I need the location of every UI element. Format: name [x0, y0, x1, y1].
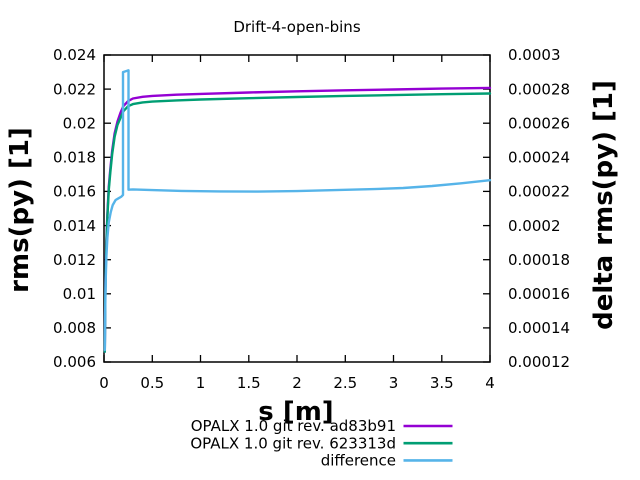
- y-tick-label: 0.008: [53, 319, 96, 337]
- y-tick-label: 0.01: [63, 285, 96, 303]
- y-tick-label: 0.014: [53, 217, 96, 235]
- x-tick-label: 3.5: [430, 374, 454, 392]
- legend-label-2: difference: [321, 452, 396, 470]
- y-tick-label: 0.02: [63, 114, 96, 132]
- y-tick-label: 0.016: [53, 183, 96, 201]
- legend-label-1: OPALX 1.0 git rev. 623313d: [190, 434, 396, 452]
- x-tick-label: 2: [292, 374, 302, 392]
- chart-title: Drift-4-open-bins: [233, 18, 360, 36]
- plot-generated-layer: 0 0.5 1 1.5 2 2.5 3 3.5 4 0.006 0.008 0.01 0.012 0.01…: [53, 46, 570, 469]
- x-tick-label: 0: [99, 374, 109, 392]
- y2-tick-label: 0.00026: [508, 114, 570, 132]
- y-tick-label: 0.006: [53, 353, 96, 371]
- y2-tick-label: 0.00016: [508, 285, 570, 303]
- y2-tick-label: 0.00014: [508, 319, 570, 337]
- y2-tick-label: 0.0003: [508, 46, 561, 64]
- x-tick-label: 1: [196, 374, 206, 392]
- series-line-0: [103, 86, 492, 353]
- x-axis-label: s [m]: [258, 397, 333, 427]
- x-tick-label: 4: [485, 374, 495, 392]
- legend-label-0: OPALX 1.0 git rev. ad83b91: [191, 417, 396, 435]
- y2-tick-label: 0.00018: [508, 251, 570, 269]
- series-line-1: [103, 92, 492, 353]
- y2-tick-label: 0.00028: [508, 80, 570, 98]
- y2-tick-label: 0.00022: [508, 183, 570, 201]
- y2-tick-label: 0.00012: [508, 353, 570, 371]
- y2-tick-label: 0.0002: [508, 217, 561, 235]
- y-axis-label: rms(py) [1]: [5, 127, 35, 293]
- x-tick-label: 3: [389, 374, 399, 392]
- y-tick-label: 0.012: [53, 251, 96, 269]
- y-tick-label: 0.022: [53, 80, 96, 98]
- y-tick-label: 0.018: [53, 149, 96, 167]
- x-tick-label: 0.5: [140, 374, 164, 392]
- y2-tick-label: 0.00024: [508, 149, 570, 167]
- x-tick-label: 2.5: [333, 374, 357, 392]
- x-tick-label: 1.5: [237, 374, 261, 392]
- series-line-2: [103, 69, 492, 352]
- y2-axis-label: delta rms(py) [1]: [589, 80, 619, 330]
- y-tick-label: 0.024: [53, 46, 96, 64]
